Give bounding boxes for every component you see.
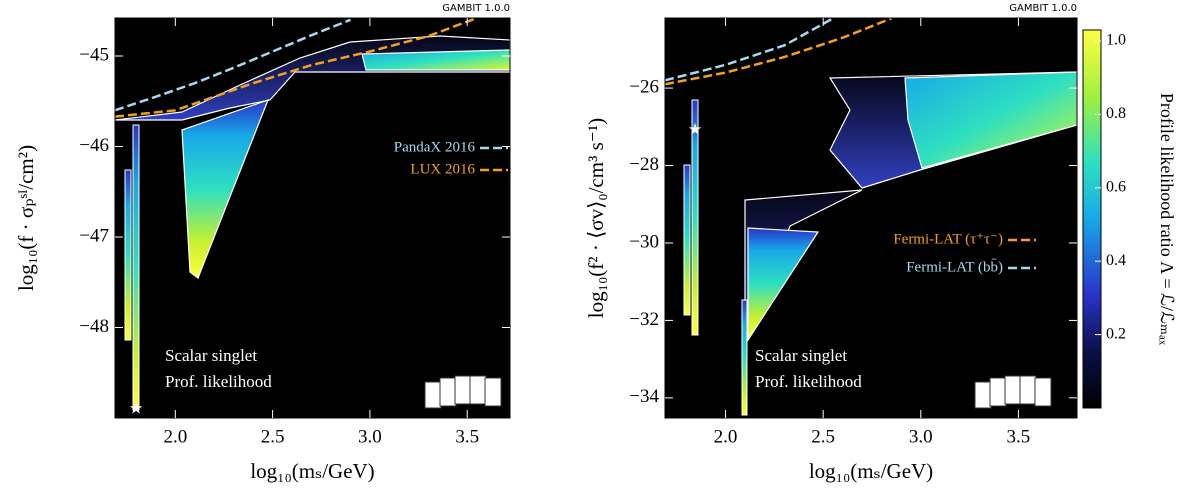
x-tick-label: 3.0 (358, 426, 382, 447)
y-tick-label: −30 (629, 231, 659, 252)
series-layer (665, 18, 892, 86)
colorbar-tick-label: 0.8 (1106, 105, 1126, 122)
annotation: Prof. likelihood (755, 372, 862, 391)
plot-frame (114, 17, 511, 419)
annotation: Prof. likelihood (165, 372, 272, 391)
y-tick-label: −28 (629, 154, 659, 175)
x-axis-label: log₁₀(mₛ/GeV) (250, 459, 374, 483)
limit-curve (665, 18, 834, 82)
colorbar-tick-label: 0.2 (1106, 325, 1126, 342)
limit-curve (665, 18, 892, 86)
y-axis-label: log₁₀(f² · ⟨σv⟩₀/cm³ s⁻¹) (584, 118, 608, 318)
region (683, 164, 691, 316)
y-tick-label: −47 (79, 225, 109, 246)
legend-label: Fermi-LAT (τ⁺τ⁻) (893, 231, 1003, 247)
x-tick-label: 3.0 (909, 426, 933, 447)
y-tick-label: −46 (79, 135, 109, 156)
legend-label: LUX 2016 (410, 161, 475, 177)
y-tick-label: −48 (79, 316, 109, 337)
annotation: Scalar singlet (165, 346, 257, 365)
logo (424, 375, 502, 409)
region (181, 99, 270, 279)
y-tick-label: −34 (629, 386, 659, 407)
region (741, 299, 748, 416)
limit-curve (115, 18, 478, 118)
y-tick-label: −45 (79, 44, 109, 65)
region (904, 71, 1078, 169)
plot-background (115, 18, 510, 418)
x-tick-label: 3.5 (1007, 426, 1031, 447)
region (691, 99, 699, 336)
x-axis-label: log₁₀(mₛ/GeV) (809, 459, 933, 483)
x-tick-label: 2.0 (163, 426, 187, 447)
panel-right: ★ (665, 18, 1102, 418)
colorbar-label: Profile likelihood ratio Λ = ℒ/ℒₘₐₓ (1157, 93, 1177, 346)
region (747, 227, 820, 343)
plot-frame (664, 17, 1078, 419)
series-layer (115, 18, 478, 118)
x-tick-label: 2.0 (714, 426, 738, 447)
x-tick-label: 3.5 (455, 426, 479, 447)
legend-label: PandaX 2016 (394, 139, 476, 155)
region (124, 169, 132, 341)
y-tick-label: −32 (629, 309, 659, 330)
annotation: Scalar singlet (755, 346, 847, 365)
region (132, 124, 140, 411)
y-tick-label: −26 (629, 76, 659, 97)
region (744, 189, 863, 341)
best-fit-star: ★ (129, 401, 143, 418)
x-tick-label: 2.5 (261, 426, 285, 447)
logo (974, 375, 1052, 409)
y-axis-label: log₁₀(f · σₚˢᴵ/cm²) (14, 145, 38, 291)
watermark: GAMBIT 1.0.0 (1009, 3, 1077, 14)
region (361, 49, 511, 71)
x-tick-label: 2.5 (811, 426, 835, 447)
colorbar-tick-label: 0.4 (1106, 252, 1126, 269)
watermark: GAMBIT 1.0.0 (442, 3, 510, 14)
best-fit-star: ★ (688, 122, 702, 139)
colorbar-tick-label: 0.6 (1106, 178, 1126, 195)
colorbar (1082, 29, 1102, 409)
colorbar-tick-label: 1.0 (1106, 32, 1126, 49)
legend-label: Fermi-LAT (bb̄) (906, 259, 1003, 275)
limit-curve (115, 18, 351, 112)
panel-left: ★ (114, 18, 511, 418)
